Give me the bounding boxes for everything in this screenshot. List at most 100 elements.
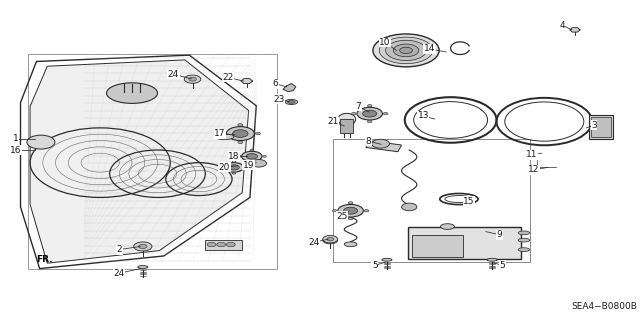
Circle shape (344, 207, 358, 214)
Circle shape (251, 160, 266, 167)
Circle shape (327, 238, 333, 242)
Text: 3: 3 (591, 121, 597, 130)
Circle shape (323, 235, 338, 243)
Bar (408, 227, 522, 259)
Bar (412, 235, 463, 257)
Ellipse shape (382, 258, 392, 261)
Bar (205, 240, 243, 250)
Text: 20: 20 (219, 163, 230, 172)
Circle shape (348, 202, 353, 204)
Circle shape (220, 132, 225, 135)
Circle shape (242, 151, 262, 161)
Circle shape (227, 242, 236, 247)
Circle shape (189, 77, 196, 81)
Bar (591, 117, 611, 137)
Ellipse shape (285, 100, 298, 105)
Polygon shape (570, 28, 580, 32)
Circle shape (383, 113, 388, 115)
Text: 17: 17 (214, 129, 226, 138)
Circle shape (394, 44, 419, 57)
Ellipse shape (215, 134, 234, 140)
Text: 2: 2 (116, 245, 122, 254)
Circle shape (232, 130, 248, 137)
Circle shape (399, 47, 412, 54)
Ellipse shape (106, 83, 157, 103)
Text: 9: 9 (497, 230, 502, 239)
Circle shape (263, 155, 266, 157)
Ellipse shape (518, 248, 530, 251)
Text: 21: 21 (327, 117, 339, 126)
Ellipse shape (518, 238, 530, 242)
Ellipse shape (287, 100, 295, 103)
Text: 24: 24 (308, 238, 319, 247)
Circle shape (238, 141, 243, 144)
Text: 12: 12 (529, 165, 540, 174)
Text: 13: 13 (417, 111, 429, 120)
Text: 24: 24 (114, 269, 125, 278)
Circle shape (244, 167, 248, 168)
Text: 4: 4 (559, 21, 565, 30)
Text: 1: 1 (13, 134, 19, 144)
Circle shape (367, 105, 372, 107)
Circle shape (250, 149, 253, 151)
Circle shape (139, 244, 147, 249)
Circle shape (134, 242, 152, 251)
Bar (28, 54, 276, 269)
Bar (589, 115, 613, 139)
Bar (340, 119, 353, 133)
Circle shape (228, 165, 239, 170)
Text: 24: 24 (168, 70, 179, 78)
Text: 10: 10 (380, 38, 391, 47)
Circle shape (246, 153, 257, 159)
Text: 14: 14 (424, 44, 435, 53)
Text: 18: 18 (228, 152, 240, 161)
Text: 11: 11 (526, 150, 538, 159)
Ellipse shape (138, 266, 148, 269)
Circle shape (373, 34, 439, 67)
Ellipse shape (440, 224, 454, 229)
Text: SEA4−B0800B: SEA4−B0800B (572, 302, 637, 311)
Circle shape (220, 167, 224, 168)
Circle shape (327, 237, 333, 241)
Circle shape (227, 127, 254, 141)
Circle shape (207, 242, 216, 247)
Ellipse shape (344, 242, 357, 247)
Circle shape (351, 113, 356, 115)
Text: 23: 23 (273, 95, 285, 104)
Text: 5: 5 (372, 261, 378, 270)
Text: 8: 8 (365, 137, 371, 146)
Circle shape (401, 203, 417, 211)
Circle shape (217, 242, 226, 247)
Circle shape (357, 107, 383, 120)
Ellipse shape (518, 231, 530, 235)
Circle shape (237, 155, 241, 157)
Circle shape (363, 110, 377, 117)
Text: 19: 19 (243, 161, 254, 170)
Circle shape (332, 210, 337, 212)
Circle shape (184, 75, 201, 83)
Text: FR.: FR. (36, 255, 53, 263)
Ellipse shape (487, 258, 497, 261)
Text: 15: 15 (463, 197, 475, 206)
Circle shape (386, 40, 426, 61)
Text: 5: 5 (499, 261, 505, 270)
Circle shape (348, 218, 353, 220)
Circle shape (255, 132, 260, 135)
Circle shape (367, 120, 372, 123)
Circle shape (364, 210, 369, 212)
Bar (333, 139, 531, 262)
Text: 6: 6 (273, 79, 278, 88)
Polygon shape (241, 78, 252, 84)
Circle shape (323, 236, 338, 244)
Circle shape (232, 161, 236, 162)
Circle shape (338, 204, 364, 217)
Polygon shape (30, 60, 248, 263)
Text: 16: 16 (10, 145, 21, 154)
Polygon shape (283, 84, 296, 92)
Circle shape (225, 163, 244, 172)
Circle shape (27, 135, 55, 149)
Circle shape (380, 37, 433, 64)
Ellipse shape (338, 113, 356, 125)
Circle shape (232, 173, 236, 174)
Text: 7: 7 (355, 102, 361, 111)
